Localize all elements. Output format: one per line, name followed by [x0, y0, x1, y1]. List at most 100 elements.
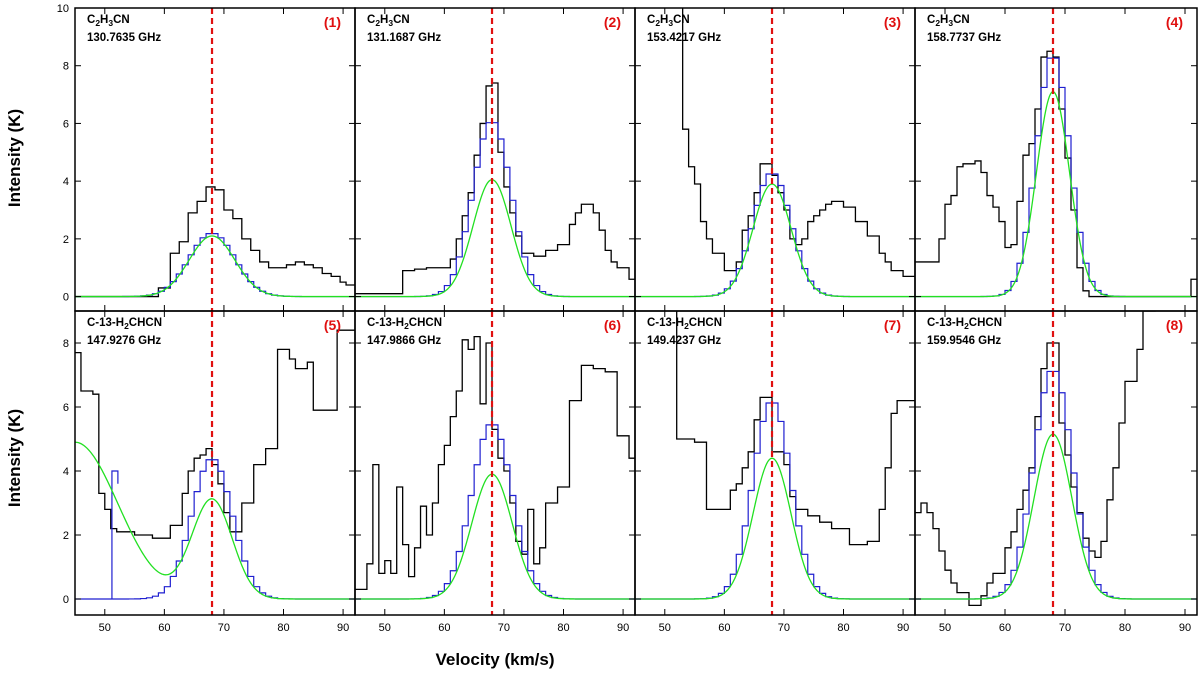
y-tick-label: 0	[63, 594, 69, 606]
molecule-label-5: C-13-H2CHCN	[87, 317, 162, 331]
model-green-6	[355, 473, 635, 600]
molecule-subscript: 2	[684, 321, 689, 331]
panel-plot-area	[355, 82, 635, 298]
panel-8: 50 60 70 80 90 C-13-H2CHCN 159.9546 GHz (8)	[914, 310, 1198, 634]
molecule-part: H	[380, 14, 388, 26]
molecule-part: CHCN	[969, 317, 1002, 329]
panel-plot-area	[635, 8, 915, 298]
panel-plot-area	[915, 311, 1197, 607]
panel-7: 50 60 70 80 90 C-13-H2CHCN 149.4237 GHz (7)	[634, 310, 916, 634]
molecule-subscript: 2	[964, 321, 969, 331]
y-tick-label: 0	[63, 292, 69, 304]
molecule-subscript: 3	[388, 18, 393, 28]
model-green-4	[915, 91, 1197, 298]
molecule-part: C-13-H	[87, 317, 124, 329]
x-tick-label: 80	[557, 622, 569, 634]
x-tick-label: 70	[1059, 622, 1071, 634]
y-tick-label: 6	[63, 118, 69, 130]
molecule-subscript: 2	[935, 18, 940, 28]
x-tick-label: 80	[277, 622, 289, 634]
molecule-part: C	[87, 14, 95, 26]
molecule-subscript: 3	[108, 18, 113, 28]
panel-number-2: (2)	[604, 14, 621, 30]
panel-number-1: (1)	[324, 14, 341, 30]
observed-spectrum-4	[915, 50, 1197, 298]
molecule-label-6: C-13-H2CHCN	[367, 317, 442, 331]
model-green-7	[635, 457, 915, 600]
molecule-part: CN	[113, 14, 130, 26]
molecule-subscript: 2	[404, 321, 409, 331]
model-green-2	[355, 179, 635, 298]
y-tick-label: 2	[63, 530, 69, 542]
molecule-subscript: 2	[95, 18, 100, 28]
molecule-subscript: 3	[948, 18, 953, 28]
panel-3: C2H3CN 153.4217 GHz (3)	[634, 7, 916, 312]
observed-spectrum-6	[355, 335, 635, 591]
molecule-part: CN	[953, 14, 970, 26]
panel-number-8: (8)	[1166, 317, 1183, 333]
y-tick-label: 4	[63, 176, 69, 188]
observed-spectrum-1	[75, 186, 355, 298]
observed-spectrum-2	[355, 82, 635, 295]
frequency-label-6: 147.9866 GHz	[367, 335, 441, 347]
x-tick-label: 90	[1179, 622, 1191, 634]
frequency-label-4: 158.7737 GHz	[927, 32, 1001, 44]
molecule-subscript: 3	[668, 18, 673, 28]
panel-plot-area	[915, 50, 1197, 298]
molecule-part: C	[647, 14, 655, 26]
x-tick-label: 60	[158, 622, 170, 634]
frequency-label-7: 149.4237 GHz	[647, 335, 721, 347]
molecule-part: H	[660, 14, 668, 26]
x-tick-label: 80	[837, 622, 849, 634]
y-tick-label: 8	[63, 338, 69, 350]
frequency-label-2: 131.1687 GHz	[367, 32, 441, 44]
frequency-label-3: 153.4217 GHz	[647, 32, 721, 44]
molecule-part: C-13-H	[367, 317, 404, 329]
observed-spectrum-3	[682, 8, 915, 278]
molecule-label-8: C-13-H2CHCN	[927, 317, 1002, 331]
molecule-label-1: C2H3CN	[87, 14, 130, 28]
y-tick-label: 8	[63, 61, 69, 73]
observed-spectrum-5	[75, 329, 355, 539]
model-green-5	[75, 441, 355, 600]
molecule-part: C-13-H	[647, 317, 684, 329]
panel-number-3: (3)	[884, 14, 901, 30]
y-tick-label: 6	[63, 402, 69, 414]
panel-plot-area	[355, 335, 635, 600]
panel-number-7: (7)	[884, 317, 901, 333]
molecule-part: CN	[673, 14, 690, 26]
molecule-part: C	[927, 14, 935, 26]
molecule-part: H	[100, 14, 108, 26]
panel-plot-area	[75, 186, 355, 298]
x-tick-label: 50	[659, 622, 671, 634]
y-tick-label: 2	[63, 234, 69, 246]
x-axis-label: Velocity (km/s)	[435, 650, 554, 669]
x-tick-label: 90	[897, 622, 909, 634]
panel-number-4: (4)	[1166, 14, 1183, 30]
y-axis-label-bottom: Intensity (K)	[5, 409, 24, 507]
x-tick-label: 80	[1119, 622, 1131, 634]
x-tick-label: 60	[438, 622, 450, 634]
frequency-label-8: 159.9546 GHz	[927, 335, 1001, 347]
molecule-label-2: C2H3CN	[367, 14, 410, 28]
x-tick-label: 60	[999, 622, 1011, 634]
panel-frame-8	[914, 310, 1198, 616]
x-tick-label: 90	[617, 622, 629, 634]
molecule-part: CN	[393, 14, 410, 26]
molecule-part: CHCN	[409, 317, 442, 329]
molecule-label-4: C2H3CN	[927, 14, 970, 28]
molecule-label-7: C-13-H2CHCN	[647, 317, 722, 331]
panel-plot-area	[75, 329, 355, 600]
x-tick-label: 50	[379, 622, 391, 634]
observed-spectrum-7	[676, 311, 915, 546]
molecule-subscript: 2	[655, 18, 660, 28]
x-tick-label: 60	[718, 622, 730, 634]
frequency-label-1: 130.7635 GHz	[87, 32, 161, 44]
x-tick-label: 70	[218, 622, 230, 634]
panel-2: C2H3CN 131.1687 GHz (2)	[354, 7, 636, 312]
frequency-label-5: 147.9276 GHz	[87, 335, 161, 347]
model-green-8	[915, 433, 1197, 600]
panel-number-6: (6)	[604, 317, 621, 333]
